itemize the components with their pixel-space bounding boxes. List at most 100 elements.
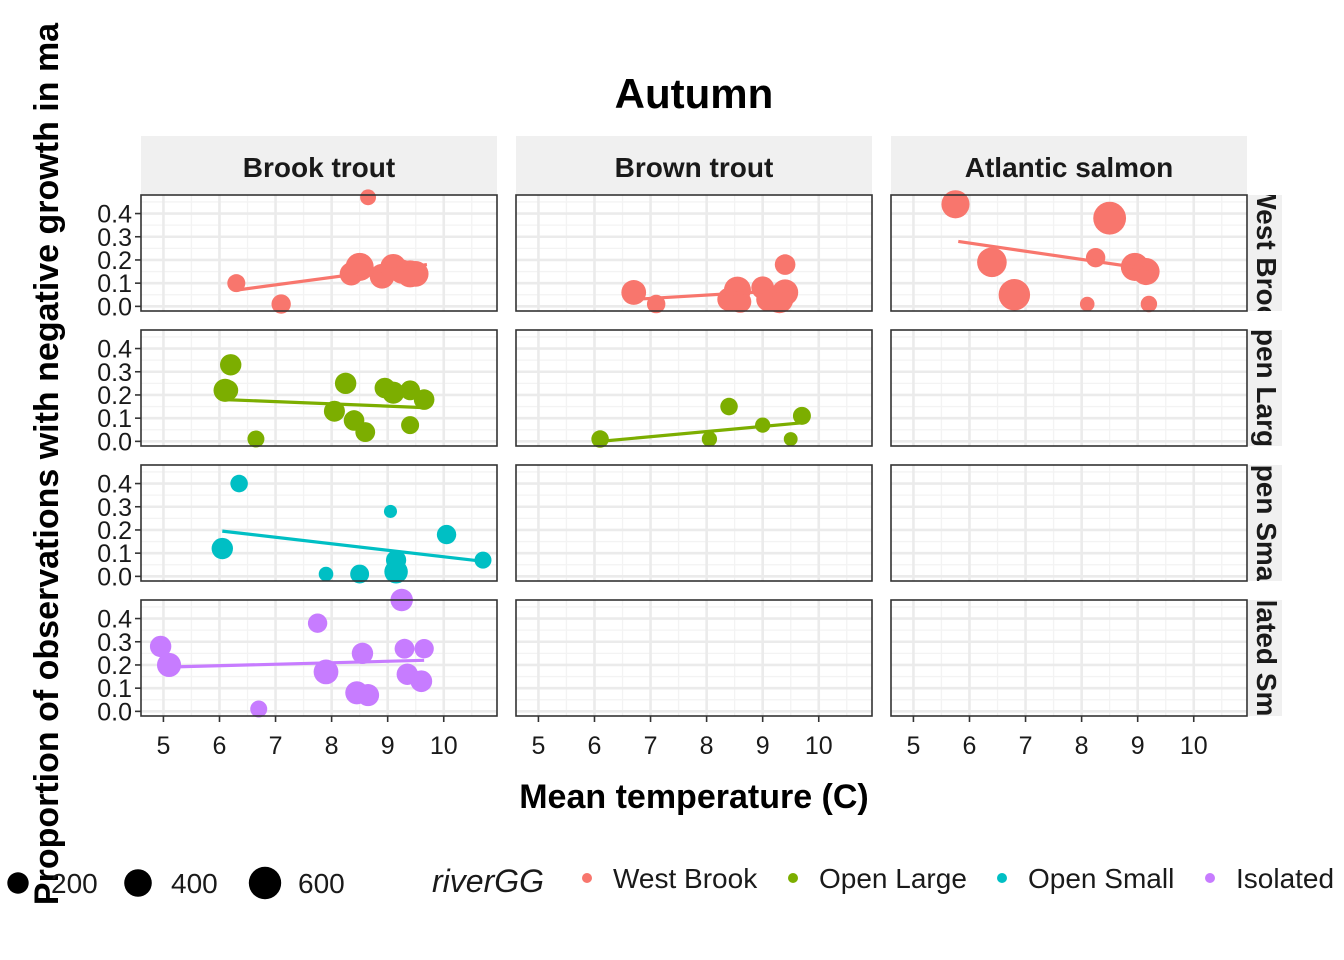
data-point (149, 635, 172, 658)
y-axis-title: Proportion of observations with negative… (28, 22, 66, 905)
facet-panel: 0.00.10.20.30.4 (97, 329, 498, 456)
row-strip-label: West Broo (1251, 183, 1282, 323)
y-tick-label: 0.4 (97, 471, 132, 499)
data-point (250, 700, 268, 718)
y-tick-label: 0.1 (97, 270, 132, 298)
y-tick-label: 0.3 (97, 494, 132, 522)
size-legend-key (7, 872, 29, 894)
panel-border (890, 599, 1248, 717)
facet-panel: 0.00.10.20.30.4 (97, 189, 498, 321)
row-strip: West Broo (1248, 183, 1282, 323)
color-legend-key (788, 873, 798, 883)
color-legend-key (997, 873, 1007, 883)
x-tick-label: 7 (1019, 732, 1033, 760)
data-point (211, 537, 233, 560)
y-tick-label: 0.2 (97, 382, 132, 410)
row-strip-bg (1248, 330, 1282, 446)
x-tick-label: 8 (325, 732, 339, 760)
data-point (998, 279, 1031, 311)
data-point (351, 642, 374, 665)
y-tick-label: 0.3 (97, 224, 132, 252)
data-point (1079, 296, 1095, 312)
size-legend-item: 600 (248, 866, 345, 900)
size-legend: 200 400 600 (7, 866, 345, 900)
facet-panel (890, 190, 1248, 313)
x-tick-label: 6 (588, 732, 602, 760)
x-tick-label: 9 (756, 732, 770, 760)
facet-panel (515, 329, 873, 448)
color-legend-item: Open Small (997, 863, 1174, 894)
x-axis-title: Mean temperature (C) (519, 778, 869, 816)
data-point (220, 354, 242, 376)
row-strip-label: pen Sma (1251, 465, 1282, 582)
panel-border (140, 329, 498, 447)
y-tick-label: 0.1 (97, 405, 132, 433)
data-point (401, 416, 420, 435)
facet-panel (515, 464, 873, 582)
row-strip: lated Sm (1248, 600, 1282, 716)
facet-grid: Brook trout Brown trout Atlantic salmon Wes… (97, 136, 1282, 760)
size-legend-label: 600 (298, 868, 345, 899)
row-strip: pen Sma (1248, 465, 1282, 582)
y-tick-label: 0.3 (97, 629, 132, 657)
trend-line (225, 398, 427, 410)
y-tick-label: 0.1 (97, 540, 132, 568)
x-tick-label: 6 (963, 732, 977, 760)
x-tick-label: 10 (1180, 732, 1208, 760)
data-point (307, 613, 328, 633)
data-point (771, 279, 799, 306)
facet-panel (515, 194, 873, 314)
color-legend-item: Isolated (1205, 863, 1334, 894)
x-tick-label: 9 (1131, 732, 1145, 760)
x-tick-label: 8 (1075, 732, 1089, 760)
x-tick-label: 5 (156, 732, 170, 760)
y-tick-label: 0.0 (97, 698, 132, 726)
data-point (227, 274, 246, 293)
panel-border (890, 464, 1248, 582)
data-point (318, 566, 334, 582)
data-point (334, 372, 357, 395)
panel-border (515, 329, 873, 447)
panel-border (140, 464, 498, 582)
column-strip-bg (891, 136, 1247, 194)
color-legend-title: riverGG (432, 863, 544, 899)
color-legend-key (582, 873, 592, 883)
x-tick-label: 10 (430, 732, 458, 760)
panel-border (890, 329, 1248, 447)
y-tick-label: 0.2 (97, 517, 132, 545)
data-point (410, 670, 433, 693)
trend-line (160, 658, 425, 669)
panel-border (890, 194, 1248, 312)
color-legend-label: Open Small (1028, 863, 1174, 894)
x-tick-label: 5 (531, 732, 545, 760)
y-tick-label: 0.0 (97, 428, 132, 456)
data-point (783, 432, 798, 446)
column-strip-bg (141, 136, 497, 194)
data-point (774, 254, 796, 275)
data-point (1140, 295, 1158, 313)
x-tick-label: 9 (381, 732, 395, 760)
facet-panel: 5 6 7 8 9 10 (515, 599, 873, 760)
color-legend-label: West Brook (613, 863, 758, 894)
trend-line (633, 288, 791, 301)
data-point (941, 190, 970, 219)
y-tick-label: 0.2 (97, 247, 132, 275)
y-tick-label: 0.0 (97, 563, 132, 591)
panel-border (140, 194, 498, 312)
column-strip-label: Atlantic salmon (965, 152, 1173, 183)
size-legend-label: 200 (51, 868, 98, 899)
data-point (436, 524, 457, 545)
data-point (230, 474, 248, 493)
data-point (360, 189, 376, 206)
column-strip: Brown trout (516, 136, 872, 194)
data-point (313, 659, 339, 685)
facet-panel: 0.00.10.20.30.4 5 6 7 8 9 10 (97, 588, 498, 760)
data-point (217, 380, 239, 401)
color-legend: West Brook Open Large Open Small Isolated (582, 863, 1334, 894)
column-strip: Atlantic salmon (891, 136, 1247, 194)
y-tick-label: 0.4 (97, 201, 132, 229)
data-point (271, 294, 291, 314)
panel-border (515, 194, 873, 312)
data-point (382, 381, 405, 404)
